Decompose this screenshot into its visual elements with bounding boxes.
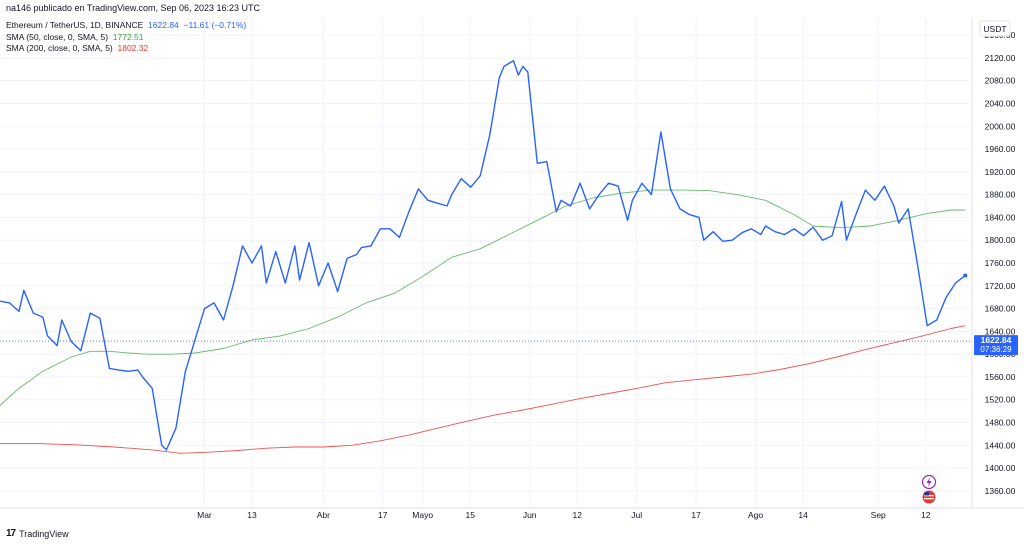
x-tick-label: Mar xyxy=(197,510,212,520)
publish-caption: na146 publicado en TradingView.com, Sep … xyxy=(6,3,261,13)
y-tick-label: 2120.00 xyxy=(985,53,1016,63)
price-tag-value: 1622.84 xyxy=(981,335,1012,345)
y-tick-label: 1840.00 xyxy=(985,212,1016,222)
y-tick-label: 1680.00 xyxy=(985,304,1016,314)
x-tick-label: Ago xyxy=(748,510,763,520)
chart-grid xyxy=(0,18,970,508)
currency-button[interactable] xyxy=(979,20,1011,37)
y-tick-label: 1880.00 xyxy=(985,190,1016,200)
price-tag-countdown: 07:36:29 xyxy=(980,345,1012,354)
legend-change: −11.61 (−0.71%) xyxy=(183,20,247,30)
y-tick-label: 1480.00 xyxy=(985,418,1016,428)
lightning-icon[interactable] xyxy=(921,474,937,490)
y-tick-label: 1760.00 xyxy=(985,258,1016,268)
price-chart[interactable]: 1360.00 1400.00 1440.00 1480.00 1520.00 1560.… xyxy=(0,18,1024,527)
chart-legend: Ethereum / TetherUS, 1D, BINANCE 1622.84… xyxy=(6,20,246,55)
legend-sma200-label: SMA (200, close, 0, SMA, 5) xyxy=(6,43,113,53)
legend-last-price: 1622.84 xyxy=(148,20,179,30)
y-tick-label: 2040.00 xyxy=(985,98,1016,108)
y-tick-label: 1720.00 xyxy=(985,281,1016,291)
x-tick-label: Sep xyxy=(871,510,886,520)
x-tick-label: 12 xyxy=(921,510,931,520)
last-price-dot xyxy=(963,273,968,278)
x-tick-label: 15 xyxy=(466,510,476,520)
currency-label: USDT xyxy=(983,24,1006,34)
price-tag-box xyxy=(974,335,1018,356)
time-axis[interactable]: Mar 13 Abr 17 Mayo 15 Jun 12 Jul 17 Ago 14 Sep 12 xyxy=(197,510,931,520)
x-tick-label: Jul xyxy=(631,510,642,520)
x-tick-label: 17 xyxy=(378,510,388,520)
y-tick-label: 1920.00 xyxy=(985,167,1016,177)
y-tick-label: 1440.00 xyxy=(985,440,1016,450)
y-tick-label: 2080.00 xyxy=(985,76,1016,86)
us-flag-icon[interactable] xyxy=(922,490,936,504)
legend-sma200-row[interactable]: SMA (200, close, 0, SMA, 5) 1802.32 xyxy=(6,43,246,55)
y-tick-label: 2000.00 xyxy=(985,121,1016,131)
price-axis[interactable]: 1360.00 1400.00 1440.00 1480.00 1520.00 1560.… xyxy=(985,30,1016,496)
price-line[interactable] xyxy=(0,60,966,451)
y-tick-label: 1800.00 xyxy=(985,235,1016,245)
legend-symbol-row[interactable]: Ethereum / TetherUS, 1D, BINANCE 1622.84… xyxy=(6,20,246,32)
y-tick-label: 1560.00 xyxy=(985,372,1016,382)
legend-sma200-value: 1802.32 xyxy=(117,43,149,53)
x-tick-label: Jun xyxy=(523,510,537,520)
footer-brand[interactable]: 17 TradingView xyxy=(6,528,69,539)
y-tick-label: 1360.00 xyxy=(985,486,1016,496)
chart-series xyxy=(0,60,966,454)
footer-brand-name: TradingView xyxy=(19,528,69,539)
legend-sma50-row[interactable]: SMA (50, close, 0, SMA, 5) 1772.51 xyxy=(6,32,246,44)
sma50-line[interactable] xyxy=(0,189,966,406)
price-tag: 1622.84 07:36:29 xyxy=(974,335,1018,356)
legend-sma50-value: 1772.51 xyxy=(112,31,144,42)
x-tick-label: Abr xyxy=(317,510,330,520)
x-tick-label: 14 xyxy=(798,510,808,520)
x-tick-label: 12 xyxy=(573,510,583,520)
x-tick-label: 13 xyxy=(247,510,257,520)
y-tick-label: 1960.00 xyxy=(985,144,1016,154)
legend-symbol: Ethereum / TetherUS, 1D, BINANCE xyxy=(6,20,144,30)
x-tick-label: Mayo xyxy=(412,510,433,520)
tradingview-logo-icon: 17 xyxy=(6,528,16,539)
sma200-line[interactable] xyxy=(0,325,966,454)
legend-sma50-label: SMA (50, close, 0, SMA, 5) xyxy=(6,31,109,42)
y-tick-label: 1520.00 xyxy=(985,395,1016,405)
x-tick-label: 17 xyxy=(691,510,701,520)
y-tick-label: 1400.00 xyxy=(985,463,1016,473)
y-tick-label: 1640.00 xyxy=(985,326,1016,336)
